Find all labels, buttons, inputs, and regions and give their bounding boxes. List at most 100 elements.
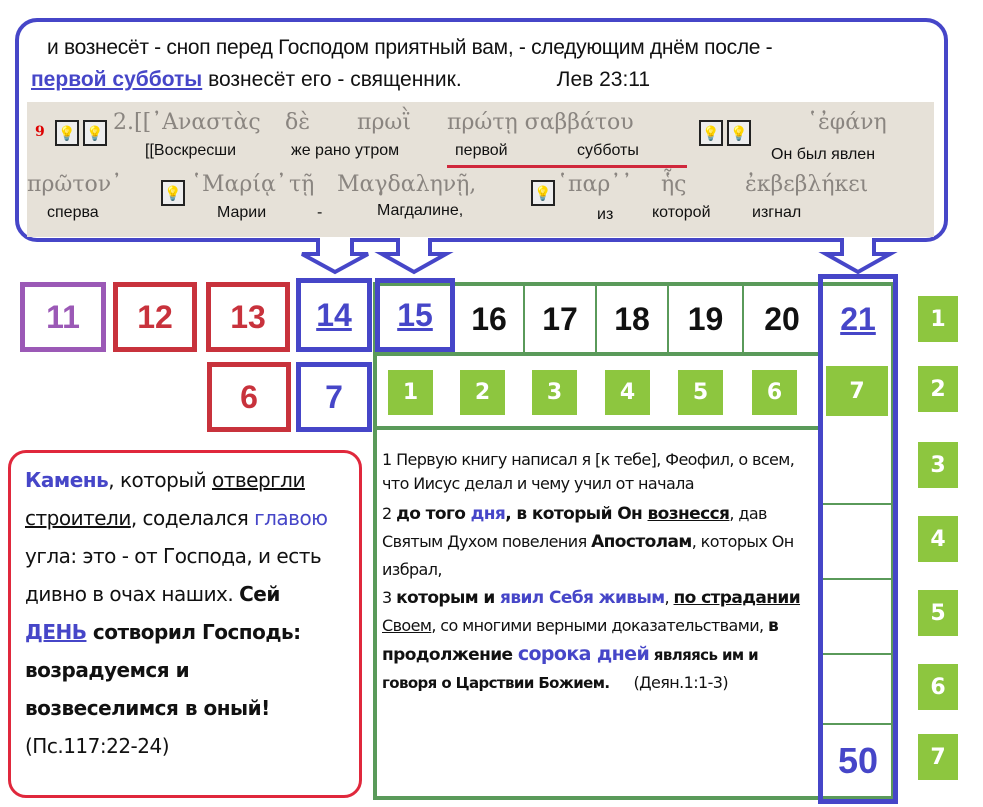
greek-word: ῾ἐφάνη xyxy=(807,110,887,135)
divider xyxy=(823,503,893,505)
t: Своем xyxy=(382,616,432,635)
greek-word: ῾παρ᾿᾿ xyxy=(557,172,633,197)
week-day-badge: 5 xyxy=(678,370,723,415)
t: в продолжение xyxy=(382,616,779,665)
week-day-6: 6 xyxy=(207,362,291,432)
greek-word: ἧς xyxy=(661,172,687,197)
arrows xyxy=(301,238,898,275)
lightbulb-icon[interactable]: 💡 xyxy=(83,120,107,146)
russian-word: Марии xyxy=(217,204,267,221)
arrow-down-icon xyxy=(818,238,898,275)
divider xyxy=(373,426,823,430)
russian-word: - xyxy=(317,204,323,221)
russian-word: Он был явлен xyxy=(771,146,876,163)
divider xyxy=(823,723,893,725)
week-day-badge: 3 xyxy=(532,370,577,415)
t: 3 xyxy=(382,588,397,607)
lightbulb-icon[interactable]: 💡 xyxy=(727,120,751,146)
t: 2 xyxy=(382,504,397,523)
red-underline xyxy=(447,165,687,168)
t: отвергли строители xyxy=(25,468,305,530)
week-day-7: 7 xyxy=(296,362,372,432)
greek-word: πρωῒ xyxy=(357,110,411,135)
day-19: 19 xyxy=(669,286,744,352)
week-day-badge: 1 xyxy=(388,370,433,415)
week-day-badge: 6 xyxy=(752,370,797,415)
lev-line2: первой субботы вознесёт его - священник.… xyxy=(31,68,650,92)
verse-number: 9 xyxy=(35,124,45,140)
acts-verse-2: 2 до того дня, в который Он вознесся, да… xyxy=(382,500,812,584)
week-badge: 2 xyxy=(918,366,958,412)
day-17: 17 xyxy=(525,286,597,352)
greek-word: πρῶτον᾿ xyxy=(27,172,123,197)
week-badge: 4 xyxy=(918,516,958,562)
day-12: 12 xyxy=(113,282,197,352)
day-13: 13 xyxy=(206,282,290,352)
t: , xyxy=(664,588,674,607)
week-day-badge: 7 xyxy=(826,366,888,416)
day-21: 21 xyxy=(840,300,876,337)
first-sabbath-highlight: первой субботы xyxy=(31,68,203,91)
divider xyxy=(823,578,893,580)
lev-line2-rest: вознесёт его - священник. xyxy=(202,68,462,91)
russian-word: которой xyxy=(652,204,711,221)
interlinear-strip: 9 💡 💡 2.[[᾿Αναστὰς δὲ πρωῒ πρώτῃ σαββάτο… xyxy=(27,102,934,237)
t: , который xyxy=(108,468,212,492)
greek-word: δὲ xyxy=(285,110,311,135)
t: Апостолам xyxy=(591,532,692,552)
day-20: 20 xyxy=(764,300,800,337)
t: дня xyxy=(470,504,506,524)
week-day-badge: 2 xyxy=(460,370,505,415)
greek-word: πρώτῃ σαββάτου xyxy=(447,110,634,135)
t: , соделался xyxy=(130,506,255,530)
russian-word: сперва xyxy=(47,204,99,221)
acts-verse-1: 1 Первую книгу написал я [к тебе], Феофи… xyxy=(382,450,795,493)
t: явил Себя живым xyxy=(500,588,665,608)
day-11: 11 xyxy=(20,282,106,352)
t: главою xyxy=(254,506,328,530)
arrow-down-icon xyxy=(301,238,369,275)
russian-word: изгнал xyxy=(752,204,802,221)
week-day-badge: 4 xyxy=(605,370,650,415)
t: , со многими верными доказательствами, xyxy=(431,616,768,635)
t: сорока дней xyxy=(517,643,650,665)
acts-passage: 1 Первую книгу написал я [к тебе], Феофи… xyxy=(382,448,812,697)
russian-word: первой xyxy=(455,142,508,159)
day-18: 18 xyxy=(597,286,669,352)
t: Сей xyxy=(239,582,280,606)
lightbulb-icon[interactable]: 💡 xyxy=(699,120,723,146)
t: ДЕНЬ xyxy=(25,620,87,644)
acts-ref: (Деян.1:1-3) xyxy=(633,673,728,692)
day-15: 15 xyxy=(375,278,455,352)
russian-word: субботы xyxy=(577,142,639,159)
day-21-column xyxy=(818,274,898,804)
week-badge: 3 xyxy=(918,442,958,488)
t: , в который Он xyxy=(505,504,648,524)
greek-word: Μαγδαληνῇ, xyxy=(337,172,477,197)
t: , которых Он избрал, xyxy=(382,532,794,579)
lightbulb-icon[interactable]: 💡 xyxy=(55,120,79,146)
t: которым и xyxy=(396,588,501,608)
leviticus-callout: и вознесёт - сноп перед Господом приятны… xyxy=(15,18,948,242)
t: сотворил Господь: возрадуемся и возвесел… xyxy=(25,620,301,720)
week-badge: 7 xyxy=(918,734,958,780)
t: до того xyxy=(396,504,471,524)
day-14: 14 xyxy=(296,278,372,352)
week-badge: 6 xyxy=(918,664,958,710)
t: вознесся xyxy=(647,504,730,524)
greek-word: 2.[[᾿Αναστὰς xyxy=(113,110,261,135)
day-16: 16 xyxy=(455,286,525,352)
day-50: 50 xyxy=(837,740,879,781)
greek-word: ῾Μαρίᾳ᾿ xyxy=(191,172,287,197)
greek-word: τῇ xyxy=(289,172,315,197)
lev-line1: и вознесёт - сноп перед Господом приятны… xyxy=(47,36,773,59)
t: по страдании xyxy=(673,588,801,608)
lightbulb-icon[interactable]: 💡 xyxy=(161,180,185,206)
russian-word: Магдалине, xyxy=(377,202,464,219)
t: Камень xyxy=(25,468,109,492)
divider xyxy=(373,352,823,356)
t: угла: это - от Господа, и есть дивно в о… xyxy=(25,544,322,606)
week-badge: 1 xyxy=(918,296,958,342)
lightbulb-icon[interactable]: 💡 xyxy=(531,180,555,206)
russian-word: же рано утром xyxy=(291,142,400,159)
